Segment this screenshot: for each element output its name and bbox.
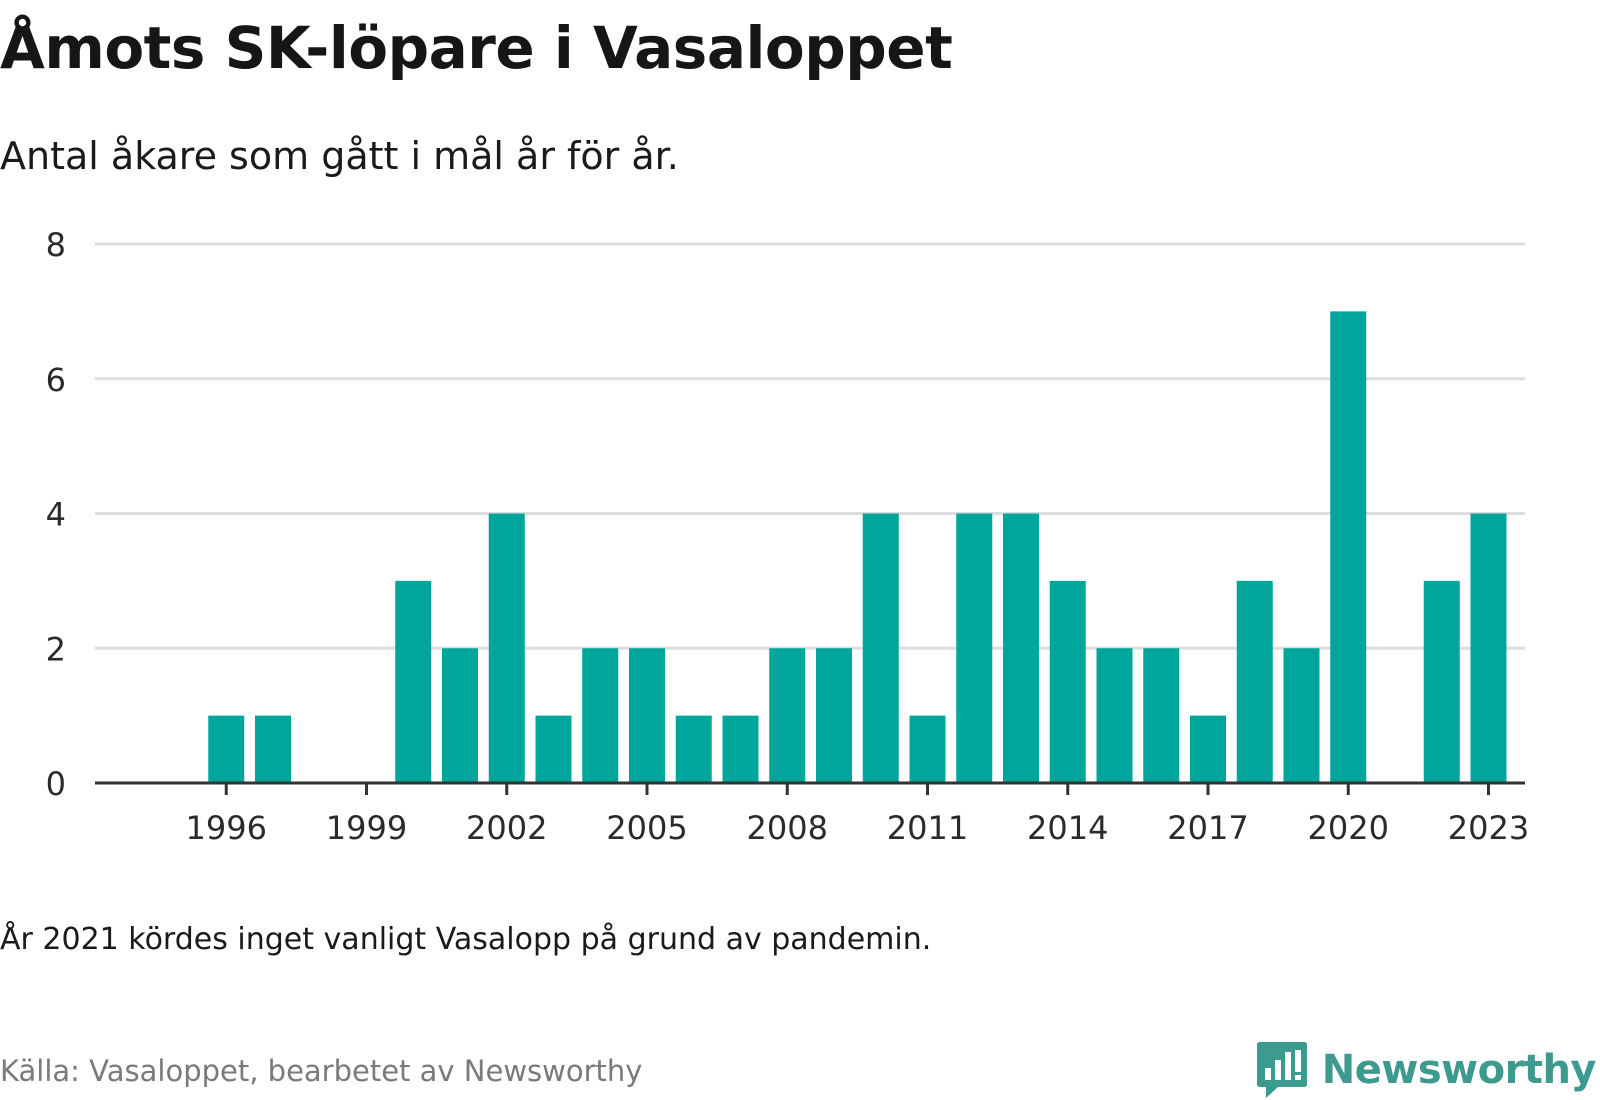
bar	[442, 648, 478, 783]
bar-chart: 0 2 4 6 8 1996 1999 2002 2005 2008 2011 2014 2017 20…	[46, 226, 1530, 847]
y-tick-label: 4	[46, 496, 66, 534]
x-tick-label: 2023	[1448, 809, 1529, 847]
bar	[1423, 580, 1460, 783]
bar	[909, 715, 946, 783]
bar	[1143, 648, 1180, 783]
bar	[862, 513, 899, 783]
chart-subtitle: Antal åkare som gått i mål år för år.	[0, 134, 679, 178]
grid-lines	[95, 242, 1525, 650]
bar	[535, 715, 572, 783]
bar	[1236, 580, 1273, 783]
x-tick-label: 2005	[606, 809, 687, 847]
bar	[722, 715, 759, 783]
y-tick-label: 0	[46, 765, 66, 803]
bar	[1096, 648, 1133, 783]
bar	[956, 513, 993, 783]
x-tick-label: 2017	[1167, 809, 1248, 847]
y-tick-label: 2	[46, 630, 66, 668]
bar	[1003, 513, 1039, 783]
bar	[1283, 648, 1320, 783]
bar	[629, 648, 665, 783]
x-tick-label: 2008	[747, 809, 828, 847]
brand-name: Newsworthy	[1321, 1047, 1597, 1093]
bar	[675, 715, 712, 783]
x-tick-label: 2011	[887, 809, 968, 847]
brand-logo: Newsworthy	[1256, 1040, 1597, 1100]
chart-title: Åmots SK-löpare i Vasaloppet	[0, 14, 953, 82]
y-tick-label: 6	[46, 361, 66, 399]
chart-note: År 2021 kördes inget vanligt Vasalopp på…	[0, 922, 932, 957]
x-axis-labels: 1996 1999 2002 2005 2008 2011 2014 2017 2020 2023	[186, 783, 1529, 847]
source-credit: Källa: Vasaloppet, bearbetet av Newswort…	[0, 1054, 643, 1088]
bars	[208, 311, 1507, 783]
bar	[1470, 513, 1507, 783]
bar	[395, 580, 432, 783]
x-tick-label: 1999	[326, 809, 407, 847]
x-tick-label: 1996	[186, 809, 267, 847]
x-tick-label: 2014	[1027, 809, 1108, 847]
y-tick-label: 8	[46, 226, 66, 264]
y-axis-labels: 0 2 4 6 8	[46, 226, 66, 803]
bar	[769, 648, 806, 783]
bar	[1330, 311, 1367, 783]
bar	[208, 715, 245, 783]
newsworthy-logo-icon	[1256, 1042, 1307, 1098]
bar	[816, 648, 852, 783]
bar	[255, 715, 291, 783]
bar	[1049, 580, 1086, 783]
bar	[582, 648, 619, 783]
bar	[488, 513, 525, 783]
x-tick-label: 2020	[1308, 809, 1389, 847]
x-tick-label: 2002	[466, 809, 547, 847]
bar	[1190, 715, 1226, 783]
